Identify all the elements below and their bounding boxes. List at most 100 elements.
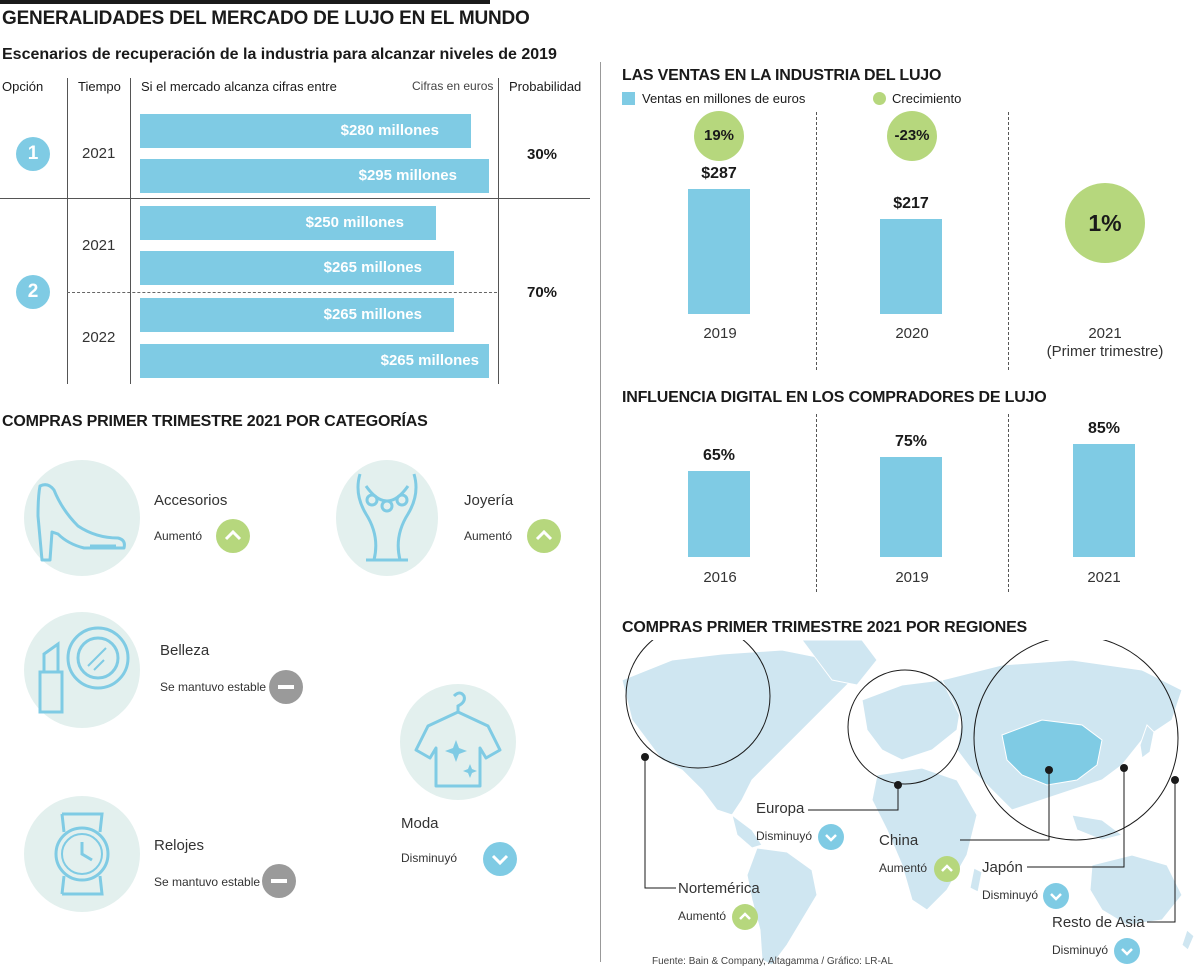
source-note: Fuente: Bain & Company, Altagamma / Gráf… [652, 956, 894, 967]
category-joyeria-name: Joyería [464, 492, 514, 509]
col-units-header: Cifras en euros [412, 79, 494, 93]
region-europa-name: Europa [756, 800, 805, 817]
region-japon-name: Japón [982, 859, 1023, 876]
sales-divider [1008, 112, 1009, 370]
chevron-up-icon [732, 904, 758, 930]
col-option-header: Opción [2, 79, 44, 94]
asia-ring [973, 640, 1179, 841]
digital-xlabel-2021: 2021 [1087, 569, 1121, 586]
col-range-header: Si el mercado alcanza cifras entre [141, 79, 337, 94]
world-map [621, 640, 1195, 966]
category-belleza-name: Belleza [160, 642, 210, 659]
option-2-probability: 70% [527, 284, 558, 301]
digital-bar-2019 [880, 457, 942, 557]
table-divider [0, 198, 590, 199]
sales-chart-title: LAS VENTAS EN LA INDUSTRIA DEL LUJO [622, 67, 942, 84]
category-relojes-name: Relojes [154, 837, 205, 854]
table-dashed-divider [67, 292, 497, 293]
chevron-up-icon [934, 856, 960, 882]
china-highlight [1001, 719, 1103, 786]
categories-title: COMPRAS PRIMER TRIMESTRE 2021 POR CATEGO… [2, 413, 428, 430]
digital-value-2019: 75% [894, 433, 928, 451]
growth-badge-2020: -23% [887, 111, 937, 161]
region-japon-status: Disminuyó [982, 888, 1039, 902]
sales-value-2019: $287 [701, 165, 737, 182]
sales-xlabel-2020: 2020 [895, 325, 929, 342]
col-prob-header: Probabilidad [509, 79, 582, 94]
shoe-icon [36, 483, 126, 562]
moda-icon-bg [400, 684, 516, 800]
chevron-down-icon [1114, 938, 1140, 964]
digital-value-2016: 65% [702, 446, 736, 464]
region-china-status: Aumentó [879, 861, 928, 875]
digital-xlabel-2019: 2019 [895, 569, 929, 586]
shirt-hanger-icon [414, 691, 502, 788]
minus-icon [262, 864, 296, 898]
category-accesorios-status: Aumentó [154, 529, 203, 543]
necklace-icon [356, 473, 418, 562]
digital-divider [1008, 414, 1009, 592]
range-bar: $265 millones [140, 344, 489, 378]
option-1-badge: 1 [16, 137, 50, 171]
region-resto-asia-name: Resto de Asia [1052, 914, 1145, 931]
col-time-header: Tiempo [78, 79, 121, 94]
growth-badge-2019: 19% [694, 111, 744, 161]
accesorios-icon-bg [24, 460, 140, 576]
range-bar: $250 millones [140, 206, 436, 240]
digital-xlabel-2016: 2016 [703, 569, 737, 586]
chevron-up-icon [527, 519, 561, 553]
digital-chart-title: INFLUENCIA DIGITAL EN LOS COMPRADORES DE… [622, 389, 1047, 406]
region-china-name: China [879, 832, 919, 849]
table-vline-3 [498, 78, 499, 384]
category-belleza-status: Se mantuvo estable [160, 680, 267, 694]
legend-growth-swatch [873, 92, 886, 105]
region-resto-asia-status: Disminuyó [1052, 943, 1109, 957]
page-subtitle: Escenarios de recuperación de la industr… [2, 46, 557, 63]
chevron-down-icon [483, 842, 517, 876]
region-europa-status: Disminuyó [756, 829, 813, 843]
category-relojes-status: Se mantuvo estable [154, 875, 261, 889]
chevron-down-icon [1043, 883, 1069, 909]
range-bar: $295 millones [140, 159, 489, 193]
sales-xlabel-2021-note: (Primer trimestre) [1046, 343, 1164, 360]
category-accesorios-name: Accesorios [154, 492, 228, 509]
minus-icon [269, 670, 303, 704]
chevron-up-icon [216, 519, 250, 553]
category-moda-name: Moda [401, 815, 439, 832]
table-vline-1 [67, 78, 68, 384]
sales-value-2020: $217 [893, 195, 929, 213]
legend-sales-swatch [622, 92, 635, 105]
region-norteamerica-name: Nortemérica [678, 880, 760, 897]
header-rule [0, 0, 490, 4]
page-title: GENERALIDADES DEL MERCADO DE LUJO EN EL … [2, 8, 530, 29]
north-america-ring [625, 640, 771, 769]
range-bar: $265 millones [140, 298, 454, 332]
range-bar: $280 millones [140, 114, 471, 148]
chevron-down-icon [818, 824, 844, 850]
legend-sales-label: Ventas en millones de euros [642, 91, 806, 106]
belleza-icon-bg [24, 612, 140, 728]
legend-growth-label: Crecimiento [892, 91, 962, 106]
region-norteamerica-status: Aumentó [678, 909, 727, 923]
digital-bar-2016 [688, 470, 750, 557]
sales-bar-2020 [880, 219, 942, 314]
option-1-probability: 30% [527, 146, 558, 163]
sales-bar-2019 [688, 189, 750, 314]
option-2-year-1: 2021 [82, 237, 116, 254]
regions-title: COMPRAS PRIMER TRIMESTRE 2021 POR REGION… [622, 619, 1028, 636]
sales-xlabel-2021: 2021 [1088, 325, 1122, 342]
lipstick-mirror-icon [38, 626, 130, 714]
europe-ring [847, 669, 963, 785]
relojes-icon-bg [24, 796, 140, 912]
table-vline-2 [130, 78, 131, 384]
digital-divider [816, 414, 817, 592]
option-2-badge: 2 [16, 275, 50, 309]
watch-icon [54, 812, 110, 896]
digital-value-2021: 85% [1087, 419, 1121, 437]
category-moda-status: Disminuyó [401, 851, 458, 865]
range-bar: $265 millones [140, 251, 454, 285]
digital-bar-2021 [1073, 443, 1135, 557]
column-separator [600, 62, 601, 962]
category-joyeria-status: Aumentó [464, 529, 513, 543]
joyeria-icon-bg [336, 460, 438, 576]
